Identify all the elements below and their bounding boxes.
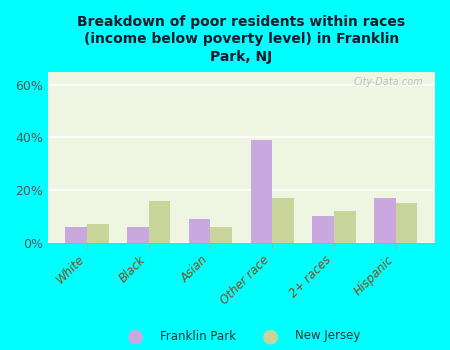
Bar bbox=[65, 227, 87, 243]
Bar bbox=[312, 216, 334, 243]
Text: New Jersey: New Jersey bbox=[295, 329, 360, 343]
Bar bbox=[87, 224, 108, 243]
Text: City-Data.com: City-Data.com bbox=[354, 77, 423, 87]
Bar bbox=[374, 198, 396, 243]
Bar bbox=[251, 140, 272, 243]
Title: Breakdown of poor residents within races
(income below poverty level) in Frankli: Breakdown of poor residents within races… bbox=[77, 15, 405, 64]
Bar bbox=[189, 219, 211, 243]
Text: ●: ● bbox=[126, 327, 144, 345]
Text: Franklin Park: Franklin Park bbox=[160, 329, 236, 343]
Bar bbox=[148, 201, 171, 243]
Bar bbox=[127, 227, 148, 243]
Bar bbox=[334, 211, 356, 243]
Bar bbox=[272, 198, 294, 243]
Text: ●: ● bbox=[261, 327, 279, 345]
Bar bbox=[396, 203, 418, 243]
Bar bbox=[211, 227, 232, 243]
